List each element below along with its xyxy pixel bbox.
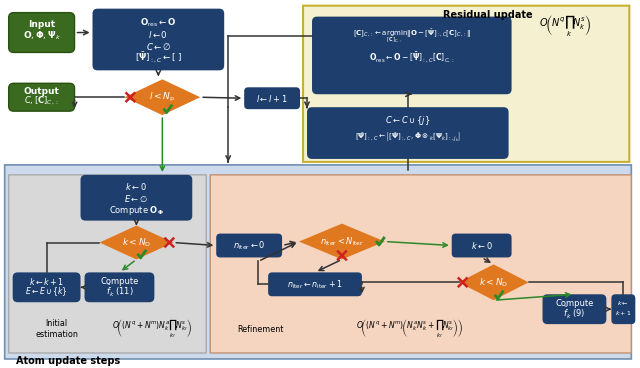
FancyBboxPatch shape	[216, 234, 282, 258]
Text: $k \leftarrow 0$: $k \leftarrow 0$	[125, 181, 147, 192]
Text: $\hat{f}_k\ (9)$: $\hat{f}_k\ (9)$	[563, 305, 586, 321]
FancyBboxPatch shape	[452, 234, 511, 258]
FancyBboxPatch shape	[543, 294, 606, 324]
Text: $k+1$: $k+1$	[615, 309, 632, 317]
Text: Input: Input	[28, 20, 55, 29]
Text: $k < N_{\mathrm{D}}$: $k < N_{\mathrm{D}}$	[479, 276, 508, 289]
FancyBboxPatch shape	[9, 175, 206, 353]
Text: $C \leftarrow C \cup \{j\}$: $C \leftarrow C \cup \{j\}$	[385, 114, 431, 127]
FancyBboxPatch shape	[93, 9, 224, 70]
FancyBboxPatch shape	[9, 13, 74, 53]
FancyBboxPatch shape	[13, 272, 81, 302]
Text: $l \leftarrow 0$: $l \leftarrow 0$	[148, 29, 168, 40]
Text: $\mathbf{O}_{\mathrm{res}} \leftarrow \mathbf{O} - [\bar{\boldsymbol{\Psi}}]_{:,: $\mathbf{O}_{\mathrm{res}} \leftarrow \m…	[369, 50, 454, 64]
Text: Compute: Compute	[100, 277, 139, 286]
Polygon shape	[459, 265, 529, 300]
Polygon shape	[299, 224, 385, 259]
FancyBboxPatch shape	[4, 165, 631, 359]
Text: Initial
estimation: Initial estimation	[35, 319, 78, 339]
Text: Atom update steps: Atom update steps	[17, 356, 121, 366]
Text: $n_{\mathrm{iter}} < N_{\mathrm{iter}}$: $n_{\mathrm{iter}} < N_{\mathrm{iter}}$	[320, 235, 364, 248]
Text: $[\bar{\boldsymbol{\Psi}}]_{:,C} \leftarrow \left[[\bar{\boldsymbol{\Psi}}]_{:,C: $[\bar{\boldsymbol{\Psi}}]_{:,C} \leftar…	[355, 130, 461, 144]
FancyBboxPatch shape	[303, 6, 629, 162]
Text: $\mathbf{O}_{\mathrm{res}} \leftarrow \mathbf{O}$: $\mathbf{O}_{\mathrm{res}} \leftarrow \m…	[140, 16, 177, 29]
Text: $O\!\left((N^q+N^m)\!\left(N_k^a N_k^s+\prod_{k\prime}N_{k\prime}^s\right)\right: $O\!\left((N^q+N^m)\!\left(N_k^a N_k^s+\…	[356, 318, 463, 340]
FancyBboxPatch shape	[307, 107, 509, 159]
Text: Output: Output	[24, 87, 60, 96]
Text: $C, [\mathbf{C}]_{C,:}$: $C, [\mathbf{C}]_{C,:}$	[24, 95, 59, 107]
FancyBboxPatch shape	[268, 272, 362, 296]
Text: $k \leftarrow 0$: $k \leftarrow 0$	[471, 240, 493, 251]
Text: $l \leftarrow l+1$: $l \leftarrow l+1$	[256, 93, 288, 104]
Text: Compute: Compute	[556, 299, 594, 308]
FancyBboxPatch shape	[244, 87, 300, 109]
Text: $O\!\left(N^q \prod_k N_k^s\right)$: $O\!\left(N^q \prod_k N_k^s\right)$	[540, 14, 591, 39]
Text: $k < N_{\mathrm{D}}$: $k < N_{\mathrm{D}}$	[122, 236, 151, 249]
Text: $[\mathbf{C}]_{C,:} \leftarrow \underset{[\mathbf{C}]_{C,:}}{\mathrm{argmin}}\|\: $[\mathbf{C}]_{C,:} \leftarrow \underset…	[353, 27, 471, 44]
Text: $[\bar{\boldsymbol{\Psi}}]_{:,C} \leftarrow [\ ]$: $[\bar{\boldsymbol{\Psi}}]_{:,C} \leftar…	[134, 52, 182, 66]
Text: Compute $\mathbf{O}_{\boldsymbol{\Phi}}$: Compute $\mathbf{O}_{\boldsymbol{\Phi}}$	[109, 204, 164, 217]
Text: $k \leftarrow$: $k \leftarrow$	[618, 299, 629, 307]
Text: $C \leftarrow \emptyset$: $C \leftarrow \emptyset$	[146, 41, 171, 52]
Text: $\hat{f}_k\ (11)$: $\hat{f}_k\ (11)$	[106, 283, 133, 299]
Polygon shape	[99, 226, 173, 259]
FancyBboxPatch shape	[9, 83, 74, 111]
Text: $\mathbf{O}, \boldsymbol{\Phi}, \boldsymbol{\Psi}_k$: $\mathbf{O}, \boldsymbol{\Phi}, \boldsym…	[22, 29, 61, 42]
FancyBboxPatch shape	[81, 175, 192, 221]
FancyBboxPatch shape	[312, 17, 511, 94]
Text: $O\!\left((N^q+N^m)N_k^a\prod_{k\prime}N_{k\prime}^s\right)$: $O\!\left((N^q+N^m)N_k^a\prod_{k\prime}N…	[113, 318, 192, 340]
Text: Residual update: Residual update	[443, 10, 532, 20]
Text: $n_{\mathrm{iter}} \leftarrow 0$: $n_{\mathrm{iter}} \leftarrow 0$	[233, 239, 266, 252]
Text: $l < N_{\mathrm{p}}$: $l < N_{\mathrm{p}}$	[149, 91, 175, 104]
FancyBboxPatch shape	[84, 272, 154, 302]
Text: $E \leftarrow E \cup \{k\}$: $E \leftarrow E \cup \{k\}$	[25, 285, 68, 298]
FancyBboxPatch shape	[611, 294, 636, 324]
Text: $E \leftarrow \emptyset$: $E \leftarrow \emptyset$	[124, 193, 148, 204]
Text: Refinement: Refinement	[237, 325, 284, 334]
Text: $k \leftarrow k+1$: $k \leftarrow k+1$	[29, 276, 64, 287]
Text: $n_{\mathrm{iter}} \leftarrow n_{\mathrm{iter}}+1$: $n_{\mathrm{iter}} \leftarrow n_{\mathrm…	[287, 278, 343, 291]
FancyBboxPatch shape	[210, 175, 631, 353]
Polygon shape	[124, 79, 200, 115]
